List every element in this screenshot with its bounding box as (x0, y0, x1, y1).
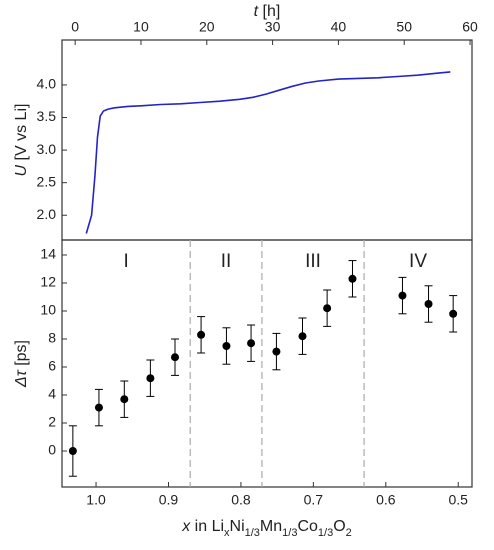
label-part: in Li (190, 518, 224, 535)
y-tick-label: 14 (40, 246, 56, 262)
label-part: 1/3 (318, 527, 333, 539)
data-line (85, 71, 451, 234)
data-point (424, 299, 433, 308)
x-tick-label: 40 (331, 19, 347, 35)
axis-label: U [V vs Li] (13, 104, 30, 177)
y-tick-label: 12 (40, 274, 56, 290)
x-tick-label: 0.8 (231, 492, 251, 508)
label-part: x (181, 518, 191, 535)
label-part: [ps] (13, 340, 30, 370)
y-tick-label: 2.5 (37, 173, 57, 189)
region-label: I (123, 251, 128, 272)
x-tick-label: 60 (462, 19, 478, 35)
y-tick-label: 8 (48, 330, 56, 346)
data-point (272, 347, 281, 356)
y-tick-label: 0 (48, 442, 56, 458)
x-tick-label: 10 (133, 19, 149, 35)
label-part: x (224, 527, 230, 539)
label-part: t (254, 3, 259, 20)
y-tick-label: 4 (48, 386, 56, 402)
data-point (449, 309, 458, 318)
label-part: 1/3 (245, 527, 260, 539)
x-tick-label: 0.7 (304, 492, 324, 508)
plot-frame (61, 39, 473, 241)
plot-frame (61, 239, 473, 488)
data-point (68, 447, 77, 456)
data-point (120, 395, 129, 404)
data-point (247, 339, 256, 348)
label-part: Co (297, 518, 318, 535)
label-part: Mn (260, 518, 282, 535)
axis-label: Δτ [ps] (13, 340, 30, 388)
x-tick-label: 50 (396, 19, 412, 35)
y-tick-label: 2 (48, 414, 56, 430)
label-part: 2 (346, 527, 352, 539)
label-part: [h] (258, 3, 280, 20)
data-point (197, 330, 206, 339)
label-part: Ni (230, 518, 245, 535)
x-tick-label: 0.5 (449, 492, 469, 508)
data-point (348, 274, 357, 283)
y-tick-label: 6 (48, 358, 56, 374)
data-point (323, 304, 332, 313)
y-tick-label: 3.5 (37, 108, 57, 124)
axis-label: t [h] (254, 3, 281, 20)
data-point (298, 332, 307, 341)
data-point (171, 353, 180, 362)
x-tick-label: 0 (71, 19, 79, 35)
data-point (94, 403, 103, 412)
x-tick-label: 20 (199, 19, 215, 35)
x-tick-label: 30 (265, 19, 281, 35)
label-part: [V vs Li] (13, 104, 30, 165)
label-part: Δτ (13, 369, 30, 388)
x-tick-label: 0.9 (159, 492, 179, 508)
label-part: 1/3 (282, 527, 297, 539)
region-label: III (305, 251, 321, 272)
data-point (222, 341, 231, 350)
region-label: IV (409, 251, 427, 272)
region-label: II (221, 251, 232, 272)
label-part: O (333, 518, 345, 535)
label-part: U (13, 164, 30, 176)
y-tick-label: 3.0 (37, 141, 57, 157)
y-tick-label: 2.0 (37, 206, 57, 222)
x-tick-label: 0.6 (376, 492, 396, 508)
data-point (146, 374, 155, 383)
axis-label: x in LixNi1/3Mn1/3Co1/3O2 (181, 518, 352, 539)
y-tick-label: 4.0 (37, 76, 57, 92)
y-tick-label: 10 (40, 302, 56, 318)
data-point (398, 291, 407, 300)
x-tick-label: 1.0 (86, 492, 106, 508)
